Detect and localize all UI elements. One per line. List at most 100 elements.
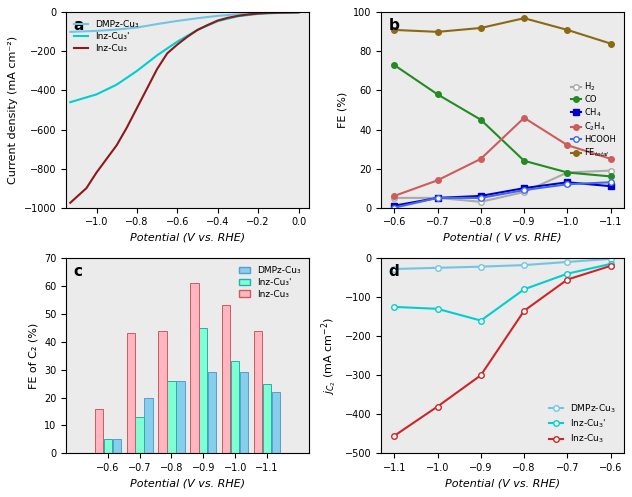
X-axis label: Potential (V vs. RHE): Potential (V vs. RHE) (445, 479, 560, 489)
Inz-Cu₃' (66, 99, 74, 105)
Line: CO: CO (391, 62, 614, 179)
Text: b: b (389, 18, 399, 33)
Inz-Cu₃ (103, 156, 111, 162)
Text: d: d (389, 264, 399, 279)
CO (564, 169, 571, 175)
Inz-Cu₃' (214, 18, 221, 24)
CH$_4$ (607, 183, 614, 189)
HCOOH (520, 187, 528, 193)
H$_2$ (477, 199, 485, 205)
Bar (208, 372, 216, 453)
FE$_{total}$ (607, 41, 614, 47)
Inz-Cu₃' (93, 91, 100, 97)
Line: HCOOH: HCOOH (391, 179, 614, 210)
Bar (104, 439, 112, 453)
Bar (159, 331, 167, 453)
Inz-Cu₃ (204, 22, 212, 28)
Inz-Cu$_3$ (434, 404, 441, 410)
Inz-Cu₃ (83, 185, 90, 191)
Line: DMPz-Cu$_3$: DMPz-Cu$_3$ (391, 256, 614, 272)
FE$_{total}$ (520, 15, 528, 21)
Inz-Cu₃ (154, 66, 161, 72)
CO (520, 158, 528, 164)
Inz-Cu₃ (184, 34, 191, 40)
Inz-Cu$_3$ (391, 433, 398, 439)
Inz-Cu₃ (274, 10, 282, 16)
Bar (222, 306, 231, 453)
DMPz-Cu$_3$ (564, 259, 571, 265)
Line: DMPz-Cu₃: DMPz-Cu₃ (70, 12, 298, 32)
X-axis label: Potential (V vs. RHE): Potential (V vs. RHE) (130, 479, 245, 489)
Inz-Cu$_3$ (607, 263, 614, 269)
HCOOH (391, 205, 398, 211)
Inz-Cu₃ (164, 50, 171, 56)
CH$_4$ (391, 203, 398, 209)
DMPz-Cu₃ (113, 26, 121, 32)
Inz-Cu$_3$' (607, 261, 614, 267)
X-axis label: Potential (V vs. RHE): Potential (V vs. RHE) (130, 233, 245, 243)
DMPz-Cu$_3$ (477, 264, 485, 270)
Y-axis label: $j_{C_2}$ (mA cm$^{-2}$): $j_{C_2}$ (mA cm$^{-2}$) (320, 317, 339, 395)
Legend: DMPz-Cu$_3$, Inz-Cu$_3$', Inz-Cu$_3$: DMPz-Cu$_3$, Inz-Cu$_3$', Inz-Cu$_3$ (545, 399, 619, 449)
Inz-Cu₃' (154, 52, 161, 58)
CO (607, 173, 614, 179)
Inz-Cu₃ (113, 142, 121, 148)
H$_2$ (564, 169, 571, 175)
C$_2$H$_4$ (607, 156, 614, 162)
Inz-Cu$_3$' (564, 271, 571, 277)
DMPz-Cu₃ (194, 15, 202, 21)
C$_2$H$_4$ (477, 156, 485, 162)
Line: FE$_{total}$: FE$_{total}$ (391, 15, 614, 46)
HCOOH (607, 179, 614, 185)
Bar (144, 398, 152, 453)
DMPz-Cu$_3$ (434, 265, 441, 271)
HCOOH (477, 195, 485, 201)
Bar (167, 381, 176, 453)
C$_2$H$_4$ (520, 115, 528, 121)
Legend: DMPz-Cu₃, Inz-Cu₃', Inz-Cu₃: DMPz-Cu₃, Inz-Cu₃', Inz-Cu₃ (235, 262, 304, 302)
Bar (190, 283, 198, 453)
Inz-Cu₃ (123, 125, 131, 131)
Text: c: c (73, 264, 83, 279)
Line: Inz-Cu$_3$': Inz-Cu$_3$' (391, 261, 614, 324)
DMPz-Cu₃ (295, 9, 302, 15)
Bar (199, 328, 207, 453)
CO (391, 62, 398, 68)
Bar (95, 409, 103, 453)
H$_2$ (520, 189, 528, 195)
H$_2$ (434, 195, 441, 201)
Bar (135, 417, 143, 453)
Inz-Cu₃ (214, 17, 221, 23)
Inz-Cu₃ (254, 10, 262, 16)
Inz-Cu₃ (133, 105, 141, 111)
FE$_{total}$ (477, 25, 485, 31)
Line: CH$_4$: CH$_4$ (391, 179, 614, 208)
Inz-Cu₃ (224, 15, 231, 21)
DMPz-Cu$_3$ (520, 262, 528, 268)
Inz-Cu₃ (264, 10, 272, 16)
Inz-Cu₃' (295, 9, 302, 15)
CO (477, 117, 485, 123)
DMPz-Cu₃ (93, 28, 100, 34)
H$_2$ (607, 167, 614, 173)
Bar (254, 331, 262, 453)
FE$_{total}$ (391, 27, 398, 33)
Inz-Cu₃' (274, 10, 282, 16)
Inz-Cu$_3$ (564, 276, 571, 282)
Legend: DMPz-Cu₃, Inz-Cu₃', Inz-Cu₃: DMPz-Cu₃, Inz-Cu₃', Inz-Cu₃ (71, 17, 142, 57)
DMPz-Cu$_3$ (607, 256, 614, 262)
Y-axis label: Current density (mA cm⁻²): Current density (mA cm⁻²) (8, 36, 18, 184)
CH$_4$ (520, 185, 528, 191)
Inz-Cu₃ (93, 169, 100, 175)
Bar (240, 372, 248, 453)
Line: H$_2$: H$_2$ (391, 168, 614, 205)
Inz-Cu₃' (194, 27, 202, 33)
C$_2$H$_4$ (564, 142, 571, 148)
Bar (112, 439, 121, 453)
H$_2$ (391, 195, 398, 201)
FE$_{total}$ (434, 29, 441, 35)
Line: Inz-Cu$_3$: Inz-Cu$_3$ (391, 263, 614, 438)
Inz-Cu₃' (234, 13, 241, 19)
DMPz-Cu₃ (254, 10, 262, 16)
C$_2$H$_4$ (391, 193, 398, 199)
